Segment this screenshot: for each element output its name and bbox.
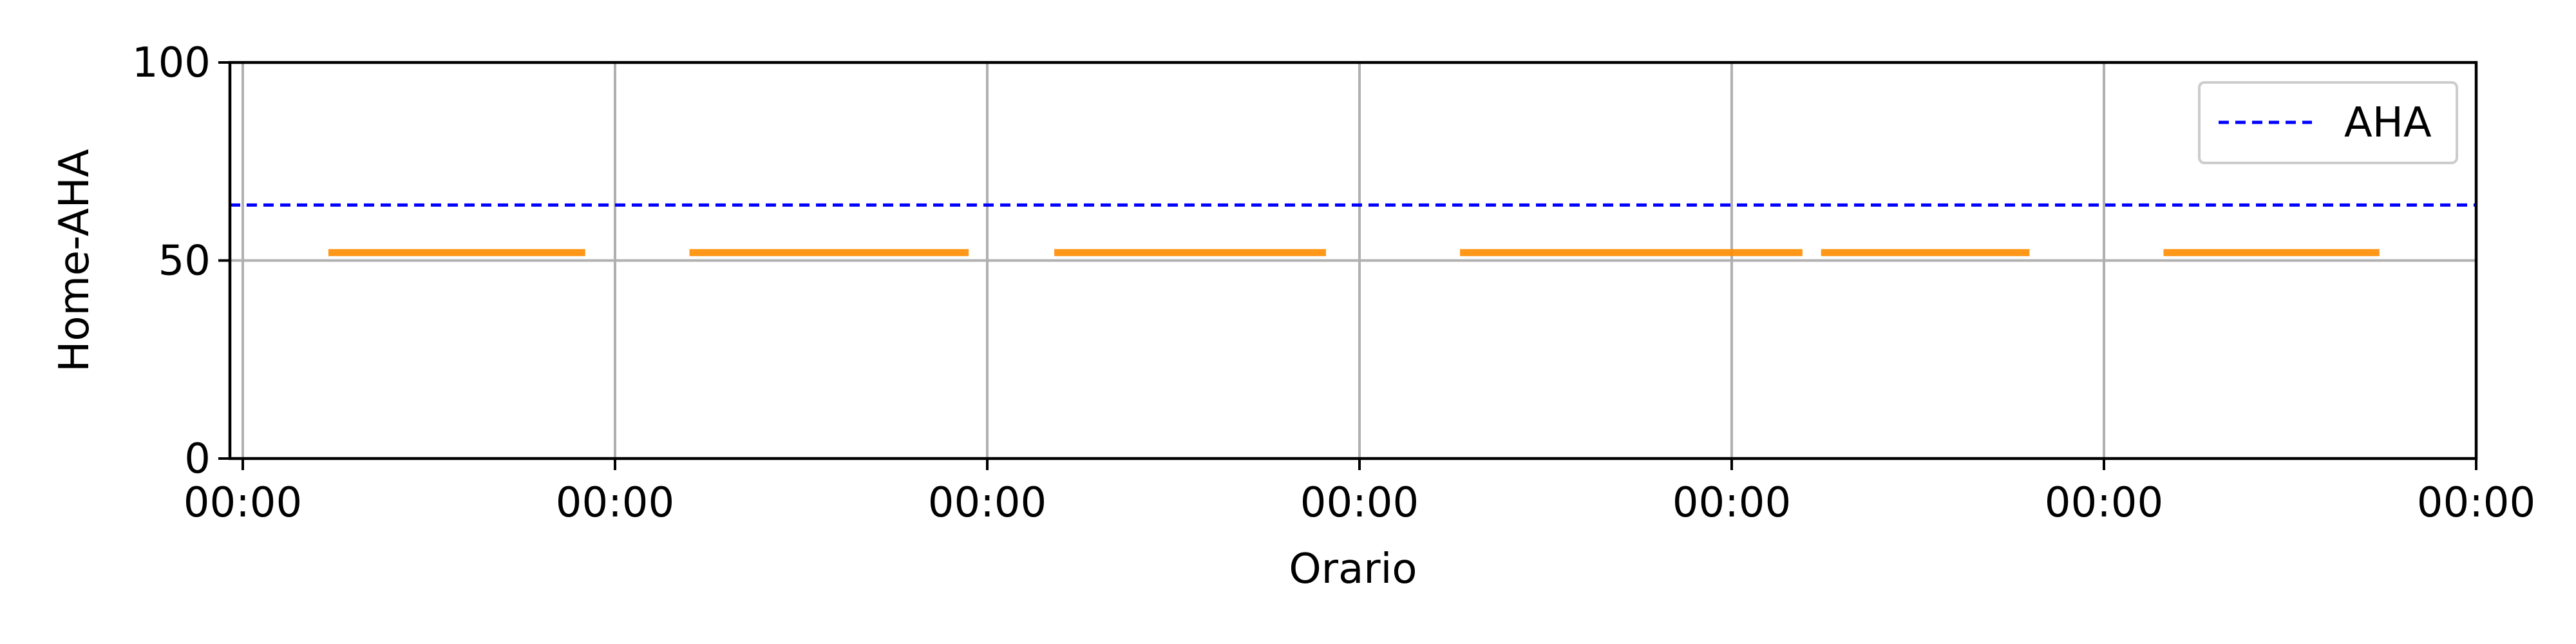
x-tick-label: 00:00	[184, 479, 302, 527]
x-tick-label: 00:00	[928, 479, 1046, 527]
y-tick-label: 100	[132, 39, 211, 87]
legend-label-aha: AHA	[2344, 99, 2432, 147]
y-tick-label: 0	[184, 435, 211, 483]
legend: AHA	[2198, 81, 2458, 164]
x-axis: 00:00 00:00 00:00 00:00 00:00 00:00 00:00	[184, 459, 2535, 527]
y-axis-title: Home-AHA	[51, 149, 99, 372]
x-tick-label: 00:00	[2045, 479, 2163, 527]
x-tick-label: 00:00	[556, 479, 674, 527]
y-tick-label: 50	[158, 238, 211, 285]
x-tick-label: 00:00	[1300, 479, 1419, 527]
x-axis-title: Orario	[1289, 545, 1417, 593]
data-layer	[230, 203, 2476, 256]
x-tick-label: 00:00	[2417, 479, 2535, 527]
legend-box	[2198, 81, 2458, 164]
y-axis: 0 50 100	[132, 39, 230, 483]
x-tick-label: 00:00	[1672, 479, 1791, 527]
